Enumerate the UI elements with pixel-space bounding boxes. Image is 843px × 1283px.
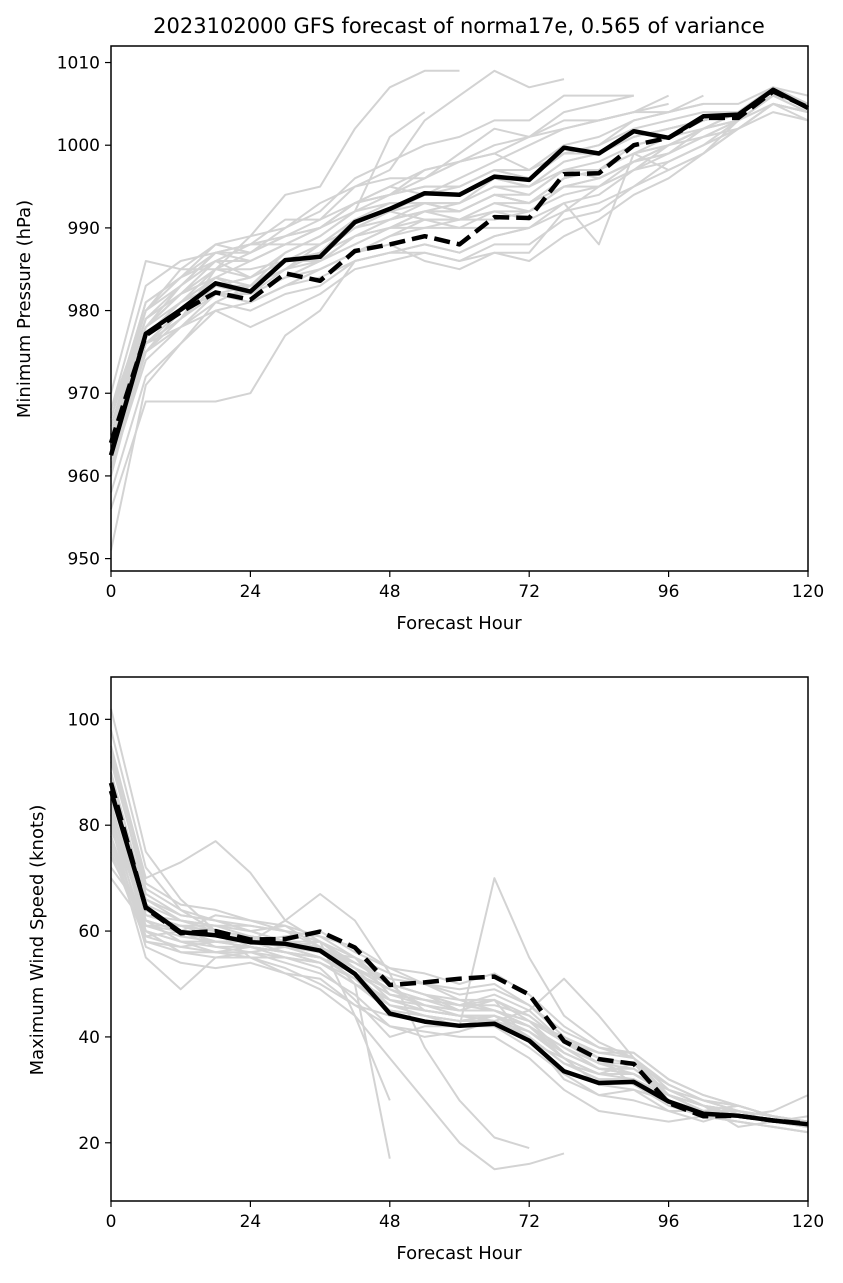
wind-ensemble-line-26 xyxy=(110,803,809,1128)
pressure-y-axis-label: Minimum Pressure (hPa) xyxy=(14,200,35,418)
wind-ensemble-line-27 xyxy=(110,824,809,1128)
wind-x-tick-label: 72 xyxy=(518,1212,540,1232)
wind-solid-series-line xyxy=(108,790,809,1127)
pressure-y-tick-label: 950 xyxy=(68,550,100,570)
pressure-ensemble-line-22 xyxy=(110,111,426,427)
pressure-ensemble-members xyxy=(110,69,809,551)
wind-y-tick-label: 80 xyxy=(78,816,100,836)
pressure-ensemble-line-19 xyxy=(110,94,809,452)
pressure-x-tick-label: 0 xyxy=(106,582,117,602)
wind-ensemble-line-25 xyxy=(110,814,809,1128)
pressure-y-tick-label: 980 xyxy=(68,302,100,322)
pressure-dashed-series-line xyxy=(108,89,809,444)
pressure-ensemble-line-3 xyxy=(110,94,670,411)
wind-y-tick-label: 60 xyxy=(78,922,100,942)
pressure-ensemble-line-11 xyxy=(110,94,809,435)
wind-ensemble-line-2 xyxy=(110,745,565,1171)
pressure-x-axis-label: Forecast Hour xyxy=(396,613,522,634)
pressure-y-tick-label: 1000 xyxy=(57,136,100,156)
pressure-y-tick-label: 970 xyxy=(68,384,100,404)
wind-ensemble-line-29 xyxy=(110,835,809,1128)
pressure-x-tick-label: 72 xyxy=(518,582,540,602)
wind-ensemble-line-17 xyxy=(110,819,809,1128)
wind-ensemble-line-15 xyxy=(110,798,809,1123)
wind-ensemble-line-8 xyxy=(110,814,809,1134)
pressure-x-tick-label: 24 xyxy=(240,582,262,602)
wind-x-tick-label: 96 xyxy=(658,1212,680,1232)
wind-dashed-series-line xyxy=(108,782,809,1126)
wind-x-tick-label: 120 xyxy=(792,1212,824,1232)
pressure-ensemble-line-25 xyxy=(110,94,809,551)
pressure-axes-frame xyxy=(110,45,809,572)
wind-y-tick-label: 20 xyxy=(78,1134,100,1154)
wind-ensemble-line-7 xyxy=(110,803,809,1128)
pressure-ensemble-line-7 xyxy=(110,102,704,493)
wind-y-axis-label: Maximum Wind Speed (knots) xyxy=(27,805,48,1076)
wind-ensemble-line-11 xyxy=(110,846,809,1128)
wind-ensemble-line-3 xyxy=(110,761,809,1118)
wind-ensemble-members xyxy=(110,708,809,1171)
wind-axes-frame xyxy=(110,676,809,1202)
pressure-x-tick-label: 96 xyxy=(658,582,680,602)
pressure-x-tick-label: 120 xyxy=(792,582,824,602)
pressure-ensemble-line-8 xyxy=(110,102,809,444)
pressure-y-tick-label: 960 xyxy=(68,467,100,487)
pressure-ensemble-line-28 xyxy=(110,94,809,435)
wind-y-tick-label: 100 xyxy=(68,710,100,730)
chart-title: 2023102000 GFS forecast of norma17e, 0.5… xyxy=(153,14,765,38)
wind-x-tick-label: 24 xyxy=(240,1212,262,1232)
wind-x-axis-label: Forecast Hour xyxy=(396,1243,522,1264)
pressure-plot: 0 24 48 72 96 120 950 960 970 980 990 1000 1010 xyxy=(57,45,824,602)
wind-ensemble-line-20 xyxy=(110,777,808,1123)
pressure-y-tick-label: 1010 xyxy=(57,54,100,74)
wind-ensemble-line-22 xyxy=(110,756,809,1123)
pressure-ensemble-line-9 xyxy=(110,111,809,419)
pressure-ensemble-line-27 xyxy=(110,94,809,452)
wind-ensemble-line-24 xyxy=(110,750,809,1128)
wind-x-tick-label: 0 xyxy=(106,1212,117,1232)
wind-x-tick-label: 48 xyxy=(379,1212,401,1232)
pressure-ensemble-line-30 xyxy=(110,86,809,419)
pressure-ensemble-line-21 xyxy=(110,102,809,468)
pressure-y-tick-label: 990 xyxy=(68,219,100,239)
wind-plot: 0 24 48 72 96 120 20 40 60 80 100 xyxy=(68,676,824,1232)
wind-y-tick-label: 40 xyxy=(78,1028,100,1048)
pressure-x-tick-label: 48 xyxy=(379,582,401,602)
pressure-ensemble-line-13 xyxy=(110,86,809,427)
wind-ensemble-line-5 xyxy=(110,782,530,1150)
pressure-ensemble-line-18 xyxy=(110,94,634,419)
